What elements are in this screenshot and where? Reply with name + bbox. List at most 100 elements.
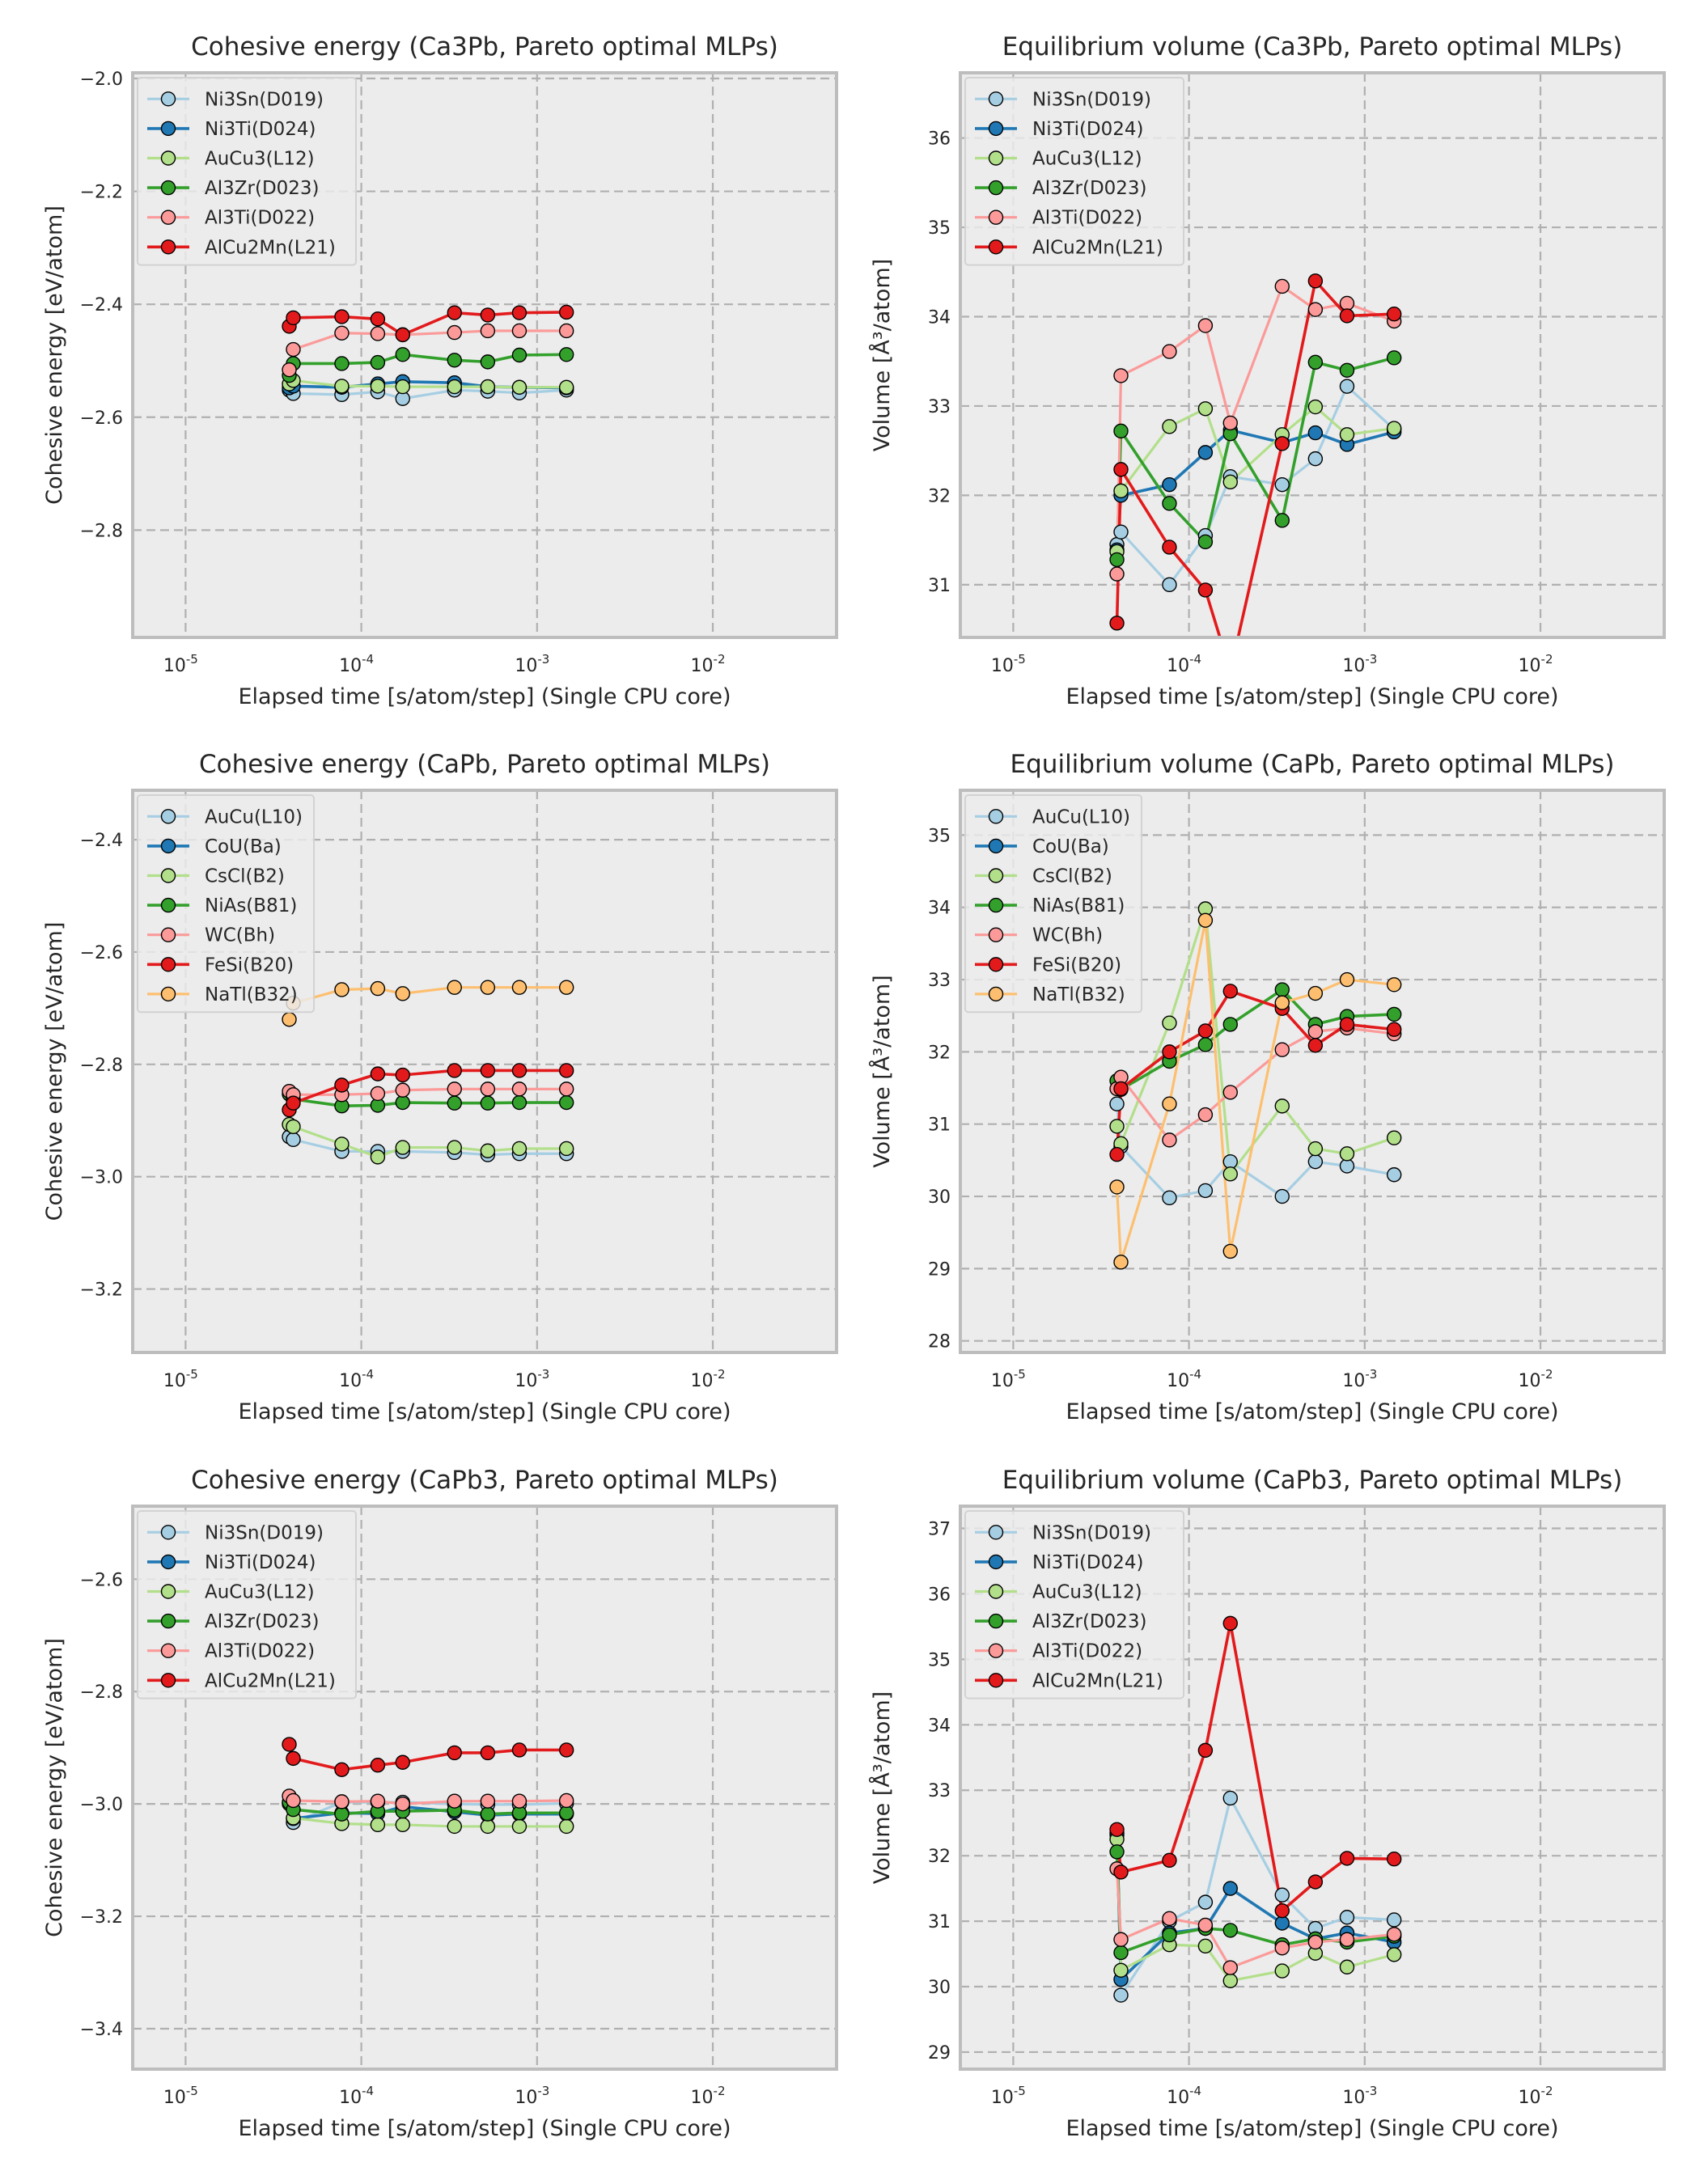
- legend-label: AuCu3(L12): [205, 1582, 315, 1603]
- legend-item: FeSi(B20): [975, 954, 1121, 976]
- legend-item: Al3Zr(D023): [975, 1611, 1147, 1632]
- data-point-AuCu3(L12): [511, 379, 527, 395]
- legend-item: Al3Ti(D022): [975, 208, 1142, 229]
- data-point-AuCu3(L12): [480, 379, 496, 395]
- data-point-Al3Zr(D023): [511, 347, 527, 363]
- legend-item: Al3Ti(D022): [147, 1641, 315, 1662]
- legend-item: Ni3Sn(D019): [975, 89, 1151, 110]
- y-tick-label: 28: [928, 1332, 951, 1352]
- data-point-Al3Ti(D022): [1113, 368, 1129, 383]
- legend: Ni3Sn(D019) Ni3Ti(D024) AuCu3(L12) Al3Zr(D0…: [137, 77, 357, 266]
- data-point-AlCu2Mn(L21): [1339, 308, 1355, 324]
- legend-item: AlCu2Mn(L21): [975, 237, 1163, 258]
- data-point-AuCu3(L12): [1339, 427, 1355, 442]
- x-tick-label: 10-4: [1167, 652, 1201, 676]
- x-tick-label: 10-5: [991, 1367, 1026, 1391]
- x-tick-base: 10: [1519, 2088, 1541, 2108]
- series-group: [1109, 901, 1402, 1270]
- data-point-NaTl(B32): [1222, 1243, 1238, 1259]
- data-point-Al3Ti(D022): [511, 323, 527, 339]
- data-point-Al3Zr(D023): [1162, 1927, 1177, 1943]
- data-point-Ni3Sn(D019): [1162, 577, 1177, 593]
- data-point-AuCu(L10): [286, 1132, 301, 1148]
- data-point-AlCu2Mn(L21): [370, 311, 386, 327]
- x-tick-label: 10-2: [1519, 652, 1553, 676]
- x-tick-base: 10: [515, 656, 537, 676]
- data-point-WC(Bh): [447, 1081, 462, 1097]
- legend-label: AuCu3(L12): [1032, 1582, 1142, 1603]
- data-point-AuCu(L10): [1109, 1096, 1125, 1111]
- legend-label: AuCu(L10): [205, 806, 303, 827]
- legend-item: CoU(Ba): [975, 836, 1109, 857]
- subplot-capb-energy: 10-5 10-4 10-3 10-2−3.2−3.0−2.8−2.6−2.4Cohe…: [42, 750, 838, 1424]
- y-tick-label: −2.0: [80, 70, 123, 90]
- legend-marker-swatch: [988, 1643, 1004, 1658]
- data-point-NaTl(B32): [558, 980, 574, 995]
- legend-label: Al3Ti(D022): [205, 1641, 315, 1662]
- x-tick-base: 10: [339, 1371, 362, 1391]
- axes-frame: [131, 71, 838, 639]
- legend-label: Ni3Sn(D019): [205, 1522, 324, 1543]
- axes-frame: [959, 71, 1666, 639]
- subplot-capb3-energy: 10-5 10-4 10-3 10-2−3.4−3.2−3.0−2.8−2.6Cohe…: [42, 1466, 838, 2141]
- data-point-WC(Bh): [558, 1081, 574, 1097]
- x-tick-exponent: -5: [1014, 652, 1026, 667]
- subplot-capb-volume: 10-5 10-4 10-3 10-22829303132333435Equilibr…: [869, 750, 1666, 1424]
- y-axis-label: Volume [Å³/atom]: [869, 975, 895, 1167]
- data-point-AlCu2Mn(L21): [480, 1745, 496, 1761]
- legend-item: AlCu2Mn(L21): [147, 1670, 336, 1691]
- legend-item: AuCu3(L12): [147, 1582, 315, 1603]
- x-tick-exponent: -5: [1014, 1367, 1026, 1382]
- data-point-AuCu3(L12): [370, 379, 386, 394]
- data-point-Al3Zr(D023): [1307, 354, 1324, 370]
- chart-title: Cohesive energy (CaPb, Pareto optimal ML…: [199, 750, 770, 779]
- data-point-CsCl(B2): [1307, 1141, 1324, 1157]
- data-point-Al3Ti(D022): [558, 323, 574, 339]
- subplot-capb3-volume: 10-5 10-4 10-3 10-2293031323334353637Equili…: [869, 1466, 1666, 2141]
- data-point-CsCl(B2): [1109, 1119, 1125, 1134]
- data-point-AlCu2Mn(L21): [1222, 1615, 1238, 1632]
- legend-marker-swatch: [988, 868, 1004, 883]
- data-point-AlCu2Mn(L21): [1113, 1864, 1129, 1880]
- y-tick-label: 30: [928, 1978, 951, 1998]
- data-point-Al3Ti(D022): [1197, 1917, 1214, 1933]
- data-point-AlCu2Mn(L21): [1162, 540, 1177, 555]
- y-tick-label: 32: [928, 486, 951, 506]
- data-point-AlCu2Mn(L21): [558, 1742, 574, 1758]
- series-group: [282, 1737, 574, 1835]
- legend-label: CsCl(B2): [205, 866, 285, 887]
- y-tick-label: 34: [928, 899, 951, 919]
- legend-label: WC(Bh): [205, 925, 275, 946]
- data-point-NaTl(B32): [334, 982, 350, 997]
- x-tick-label: 10-4: [1167, 1367, 1201, 1391]
- data-point-AlCu2Mn(L21): [1162, 1852, 1177, 1869]
- data-point-AuCu3(L12): [334, 379, 350, 394]
- x-tick-base: 10: [1342, 1371, 1365, 1391]
- legend-item: NaTl(B32): [975, 984, 1125, 1005]
- data-point-AuCu(L10): [1197, 1183, 1214, 1199]
- x-tick-label: 10-3: [515, 1367, 549, 1391]
- legend-item: Al3Ti(D022): [147, 208, 315, 229]
- x-tick-exponent: -5: [186, 2084, 198, 2098]
- data-point-NiAs(B81): [1386, 1006, 1402, 1022]
- legend-marker-swatch: [160, 150, 176, 166]
- legend-label: Al3Ti(D022): [205, 208, 315, 229]
- x-tick-exponent: -4: [1189, 652, 1201, 667]
- legend-label: Ni3Ti(D024): [205, 1552, 316, 1573]
- x-tick-label: 10-4: [339, 2084, 374, 2108]
- legend-label: NaTl(B32): [1032, 984, 1125, 1005]
- data-point-AlCu2Mn(L21): [395, 327, 410, 343]
- data-point-NiAs(B81): [447, 1095, 462, 1111]
- data-point-AuCu3(L12): [558, 1818, 574, 1835]
- data-point-AuCu3(L12): [1222, 1973, 1238, 1988]
- x-tick-label: 10-4: [339, 652, 374, 676]
- legend-marker-swatch: [160, 809, 176, 824]
- legend-item: FeSi(B20): [147, 954, 294, 976]
- data-point-FeSi(B20): [395, 1067, 410, 1083]
- data-point-Al3Zr(D023): [558, 1805, 574, 1821]
- y-tick-label: 33: [928, 971, 951, 991]
- data-point-NaTl(B32): [1197, 912, 1214, 928]
- legend-box: [964, 77, 1184, 266]
- x-tick-label: 10-5: [991, 652, 1026, 676]
- data-point-Ni3Sn(D019): [1274, 1887, 1290, 1903]
